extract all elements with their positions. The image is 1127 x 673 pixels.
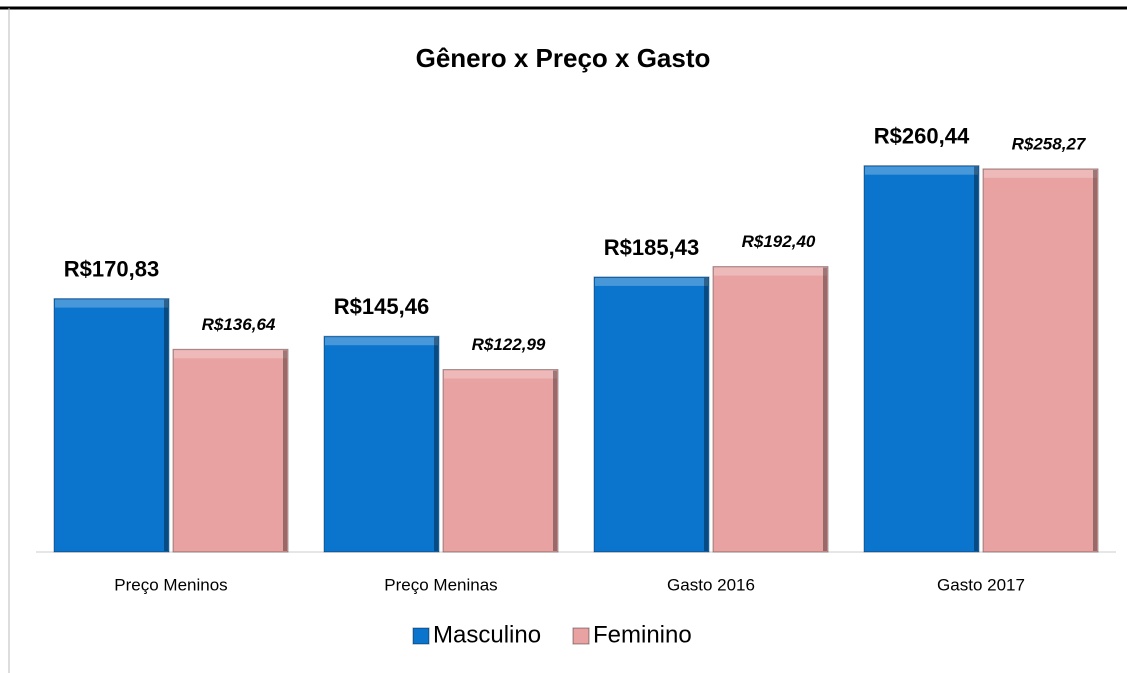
data-label: R$185,43 xyxy=(604,235,699,260)
bar-bevel-right xyxy=(1093,169,1097,551)
data-label: R$260,44 xyxy=(874,123,970,148)
legend-swatch xyxy=(572,627,590,645)
bar xyxy=(982,168,1099,553)
legend-label: Feminino xyxy=(593,621,692,648)
bar xyxy=(593,276,710,553)
data-label: R$145,46 xyxy=(334,294,429,319)
bar-bevel-top xyxy=(174,350,287,359)
data-label: R$258,27 xyxy=(1012,134,1087,153)
bar-bevel-top xyxy=(444,370,557,379)
bar-bevel-top xyxy=(325,337,438,346)
legend-swatch xyxy=(412,627,430,645)
bar xyxy=(172,348,289,553)
bar-bevel-right xyxy=(823,267,827,551)
bar xyxy=(442,369,559,553)
legend-label: Masculino xyxy=(433,621,541,648)
x-tick-label: Gasto 2016 xyxy=(667,575,755,594)
bar-bevel-top xyxy=(865,166,978,175)
chart-title: Gênero x Preço x Gasto xyxy=(416,43,711,73)
bar-bevel-right xyxy=(974,166,978,551)
bar-bevel-right xyxy=(553,370,557,551)
bar-bevel-top xyxy=(55,299,168,308)
bar-bevel-top xyxy=(595,277,708,286)
bar-bevel-right xyxy=(283,350,287,551)
bar xyxy=(53,298,170,553)
data-label: R$192,40 xyxy=(742,232,816,251)
bar-bevel-right xyxy=(434,337,438,551)
bar-bevel-top xyxy=(714,267,827,276)
bar xyxy=(323,335,440,553)
data-label: R$136,64 xyxy=(202,315,276,334)
x-tick-label: Preço Meninos xyxy=(114,575,227,594)
bar xyxy=(712,266,829,553)
x-tick-label: Preço Meninas xyxy=(384,575,497,594)
data-label: R$122,99 xyxy=(472,335,546,354)
bar-bevel-right xyxy=(164,299,168,551)
bar-bevel-right xyxy=(704,277,708,551)
bar-bevel-top xyxy=(984,169,1097,178)
bar xyxy=(863,165,980,553)
x-tick-label: Gasto 2017 xyxy=(937,575,1025,594)
data-label: R$170,83 xyxy=(64,256,159,281)
